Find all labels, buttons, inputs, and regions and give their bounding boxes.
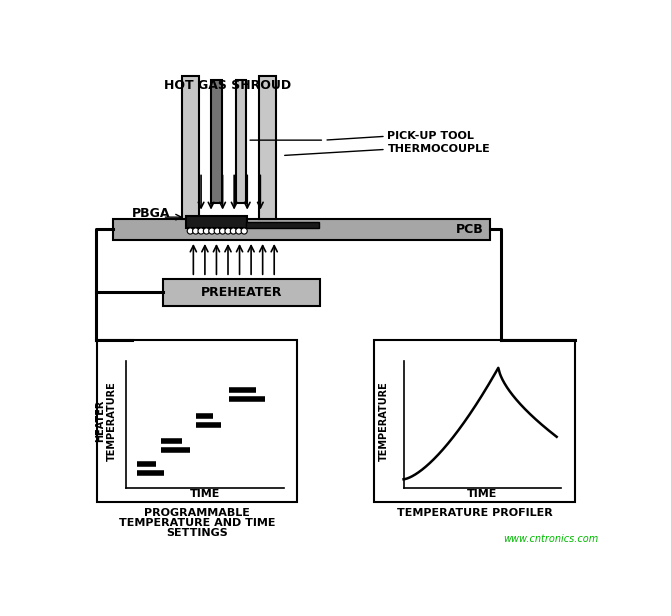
Circle shape [225,228,231,234]
Bar [246,222,319,228]
Circle shape [230,228,236,234]
Bar [97,340,297,502]
Circle shape [209,228,215,234]
Text: PREHEATER: PREHEATER [201,286,282,299]
Circle shape [198,228,204,234]
Text: HEATER
TEMPERATURE: HEATER TEMPERATURE [95,381,117,461]
Text: PROGRAMMABLE: PROGRAMMABLE [144,508,250,518]
Text: PCB: PCB [456,223,484,236]
Bar [113,219,490,240]
Bar [182,76,199,219]
Text: TIME: TIME [190,489,221,500]
Circle shape [214,228,220,234]
Text: PBGA: PBGA [132,207,170,220]
Text: www.cntronics.com: www.cntronics.com [503,535,599,545]
Text: SETTINGS: SETTINGS [166,528,228,538]
Bar [211,80,222,203]
Text: PICK-UP TOOL: PICK-UP TOOL [387,131,474,141]
Circle shape [203,228,209,234]
Circle shape [193,228,199,234]
Text: TEMPERATURE: TEMPERATURE [378,381,389,461]
Text: TIME: TIME [467,489,498,500]
Text: TEMPERATURE AND TIME: TEMPERATURE AND TIME [119,518,276,528]
Circle shape [236,228,242,234]
Text: HOT GAS SHROUD: HOT GAS SHROUD [164,78,292,92]
Circle shape [241,228,247,234]
Text: THERMOCOUPLE: THERMOCOUPLE [387,144,490,155]
Bar [186,216,247,228]
Bar [236,80,246,203]
Bar [162,278,321,306]
Text: TEMPERATURE PROFILER: TEMPERATURE PROFILER [397,508,552,518]
Bar [259,76,276,219]
Bar [374,340,574,502]
Circle shape [219,228,225,234]
Circle shape [187,228,193,234]
